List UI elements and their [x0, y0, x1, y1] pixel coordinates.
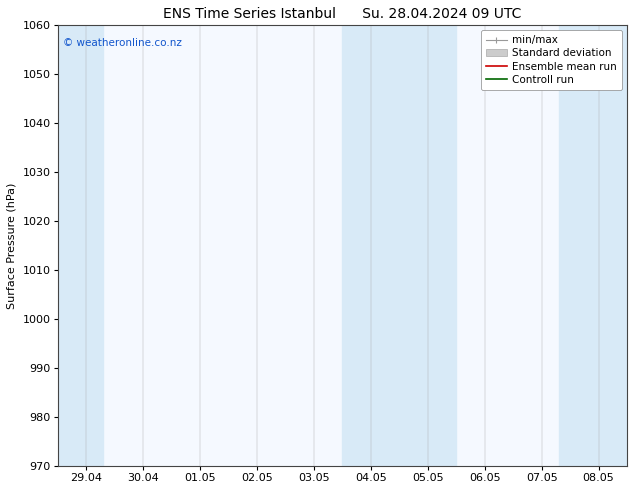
Legend: min/max, Standard deviation, Ensemble mean run, Controll run: min/max, Standard deviation, Ensemble me… [481, 30, 622, 90]
Y-axis label: Surface Pressure (hPa): Surface Pressure (hPa) [7, 182, 17, 309]
Bar [342, 25, 456, 466]
Bar [559, 25, 627, 466]
Title: ENS Time Series Istanbul      Su. 28.04.2024 09 UTC: ENS Time Series Istanbul Su. 28.04.2024 … [163, 7, 522, 21]
Bar [58, 25, 103, 466]
Text: © weatheronline.co.nz: © weatheronline.co.nz [63, 38, 182, 48]
